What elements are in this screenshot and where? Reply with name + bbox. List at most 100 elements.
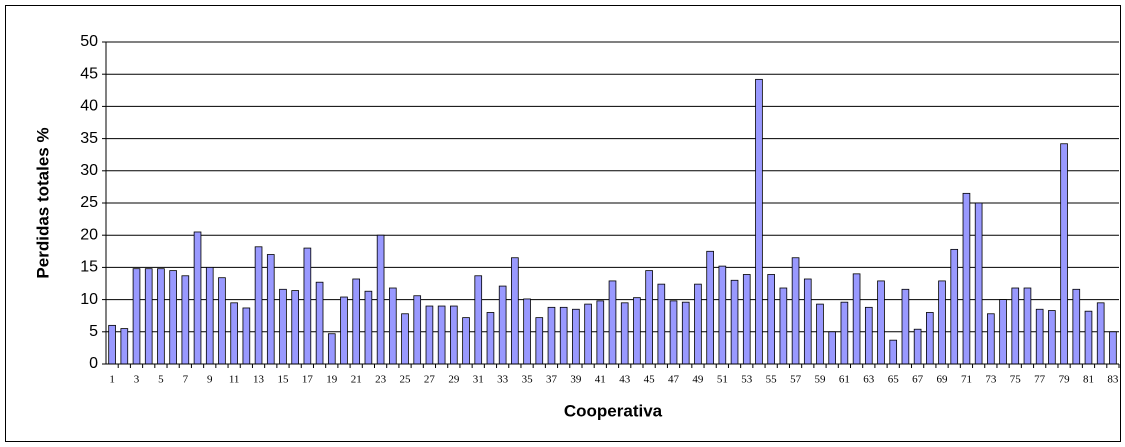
bar: [315, 281, 324, 365]
bar: [254, 246, 263, 365]
bar: [425, 305, 434, 365]
bar: [913, 328, 922, 365]
bar: [547, 306, 556, 365]
bar: [486, 312, 495, 365]
y-tick-label: 45: [80, 65, 98, 82]
x-tick-label: 1: [109, 374, 115, 386]
bar: [1060, 143, 1068, 365]
x-tick-label: 49: [692, 374, 704, 386]
x-tick-label: 9: [207, 374, 213, 386]
x-tick-label: 37: [546, 374, 558, 386]
x-tick-label: 43: [619, 374, 631, 386]
x-tick-label: 31: [473, 374, 484, 386]
bar: [803, 278, 812, 365]
bar: [889, 339, 898, 365]
x-tick-label: 51: [717, 374, 728, 386]
x-tick-label: 67: [912, 374, 924, 386]
x-tick-label: 57: [790, 374, 802, 386]
bar: [620, 302, 629, 365]
bar: [901, 288, 910, 365]
bar: [1084, 310, 1093, 365]
bar: [681, 301, 690, 365]
x-tick-label: 21: [351, 374, 362, 386]
x-tick-label: 19: [326, 374, 338, 386]
bar: [376, 234, 385, 365]
bar: [230, 302, 238, 365]
bar: [108, 324, 116, 365]
bar: [608, 280, 617, 365]
bar: [1011, 287, 1020, 365]
x-tick-label: 25: [400, 374, 412, 386]
bar: [401, 313, 409, 365]
bar: [205, 266, 214, 365]
bar: [864, 306, 873, 365]
bar: [596, 300, 605, 365]
bar: [999, 299, 1007, 365]
x-tick-label: 77: [1034, 374, 1046, 386]
bar: [474, 275, 483, 365]
bar: [572, 308, 580, 365]
y-tick-label: 5: [89, 323, 98, 340]
bar: [242, 307, 251, 365]
bar: [1109, 331, 1117, 365]
x-tick-label: 35: [522, 374, 534, 386]
bar: [950, 248, 959, 365]
bar: [987, 313, 995, 365]
x-tick-label: 45: [644, 374, 656, 386]
x-tick-label: 53: [741, 374, 753, 386]
bar: [437, 305, 446, 365]
x-tick-label: 83: [1107, 374, 1119, 386]
bar: [352, 278, 361, 365]
x-tick-label: 29: [448, 374, 460, 386]
y-tick-label: 20: [80, 226, 98, 243]
bar: [877, 280, 885, 365]
bar: [450, 305, 458, 365]
bar: [364, 290, 373, 365]
bar: [303, 247, 312, 365]
bar: [1035, 308, 1044, 365]
y-tick-label: 50: [80, 33, 98, 50]
x-tick-label: 63: [863, 374, 875, 386]
bar: [706, 250, 714, 365]
x-tick-label: 71: [961, 374, 972, 386]
bar: [181, 275, 190, 365]
chart-border: [5, 5, 1121, 442]
bar: [840, 301, 849, 365]
bar: [791, 257, 800, 365]
bar: [169, 270, 177, 365]
x-tick-label: 65: [888, 374, 900, 386]
x-tick-label: 61: [839, 374, 850, 386]
bar: [816, 303, 824, 365]
y-tick-label: 0: [89, 355, 98, 372]
y-tick-label: 40: [80, 98, 98, 115]
x-tick-label: 15: [277, 374, 289, 386]
bar: [144, 268, 153, 365]
x-tick-label: 39: [570, 374, 582, 386]
bar: [730, 279, 739, 365]
bar: [1023, 287, 1032, 365]
bar: [327, 333, 336, 365]
x-tick-label: 13: [253, 374, 265, 386]
bar: [718, 265, 727, 365]
x-tick-label: 3: [134, 374, 140, 386]
x-tick-label: 79: [1059, 374, 1071, 386]
x-tick-label: 73: [985, 374, 997, 386]
bar: [742, 274, 751, 365]
bar: [755, 78, 763, 365]
bar: [511, 257, 519, 365]
bar: [1096, 302, 1105, 365]
x-tick-label: 33: [497, 374, 509, 386]
bar: [1048, 310, 1056, 365]
bar: [413, 295, 422, 365]
x-tick-label: 11: [229, 374, 240, 386]
bar: [291, 290, 299, 365]
bar: [498, 285, 507, 365]
bar: [938, 280, 946, 365]
bar: [645, 270, 653, 365]
x-tick-label: 69: [937, 374, 949, 386]
x-tick-label: 75: [1010, 374, 1022, 386]
x-tick-label: 23: [375, 374, 387, 386]
x-axis-title: Cooperativa: [564, 401, 663, 420]
bar: [340, 296, 348, 365]
